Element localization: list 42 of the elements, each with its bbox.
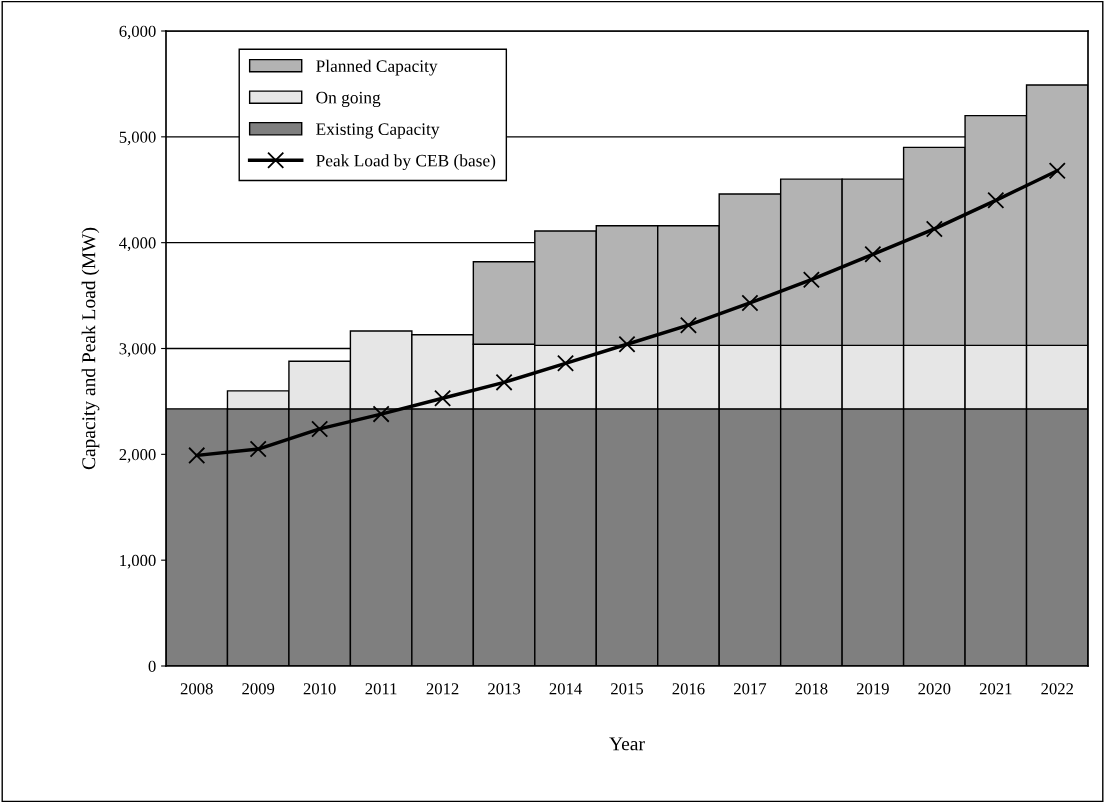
x-tick-label: 2013 bbox=[488, 683, 521, 695]
y-tick-label: 3,000 bbox=[119, 343, 156, 357]
y-tick-label: 5,000 bbox=[119, 131, 156, 146]
x-axis-title: Year bbox=[609, 737, 645, 751]
point bbox=[802, 271, 820, 289]
x-tick-label: 2022 bbox=[1041, 683, 1074, 695]
x-tick-label: 2020 bbox=[918, 683, 951, 695]
point bbox=[188, 446, 206, 464]
x-tick-label: 2011 bbox=[365, 683, 397, 695]
point bbox=[618, 335, 636, 353]
x-tick-label: 2019 bbox=[856, 683, 889, 695]
y-tick-label: 6,000 bbox=[119, 25, 156, 40]
x-tick-label: 2017 bbox=[734, 683, 767, 695]
legend-label: Planned Capacity bbox=[316, 59, 438, 76]
x-tick-label: 2014 bbox=[549, 683, 582, 695]
x-tick-label: 2021 bbox=[979, 683, 1012, 695]
x-tick-label: 2009 bbox=[242, 683, 275, 695]
x-tick-label: 2015 bbox=[611, 683, 644, 695]
point bbox=[925, 220, 943, 238]
point bbox=[987, 191, 1005, 209]
point bbox=[434, 389, 452, 407]
x-tick-label: 2016 bbox=[672, 683, 705, 695]
y-tick-label: 4,000 bbox=[119, 237, 156, 252]
y-tick-label: 2,000 bbox=[119, 449, 156, 463]
point bbox=[372, 405, 390, 423]
x-tick-label: 2018 bbox=[795, 683, 828, 695]
y-tick-label: 1,000 bbox=[120, 554, 156, 569]
legend-label: Peak Load by CEB (base) bbox=[316, 154, 496, 171]
point bbox=[679, 316, 698, 334]
legend-label: On going bbox=[316, 91, 381, 108]
point bbox=[1048, 162, 1066, 180]
point bbox=[741, 294, 759, 312]
x-tick-label: 2012 bbox=[426, 683, 459, 695]
point bbox=[311, 420, 329, 438]
point bbox=[556, 354, 575, 372]
legend-label: Existing Capacity bbox=[316, 123, 440, 139]
point bbox=[249, 440, 267, 458]
x-tick-label: 2008 bbox=[180, 683, 213, 695]
point bbox=[864, 245, 882, 263]
y-tick-label: 0 bbox=[148, 660, 156, 672]
y-axis-title: Capacity and Peak Load (MW) bbox=[81, 227, 100, 470]
x-tick-label: 2010 bbox=[303, 683, 336, 695]
